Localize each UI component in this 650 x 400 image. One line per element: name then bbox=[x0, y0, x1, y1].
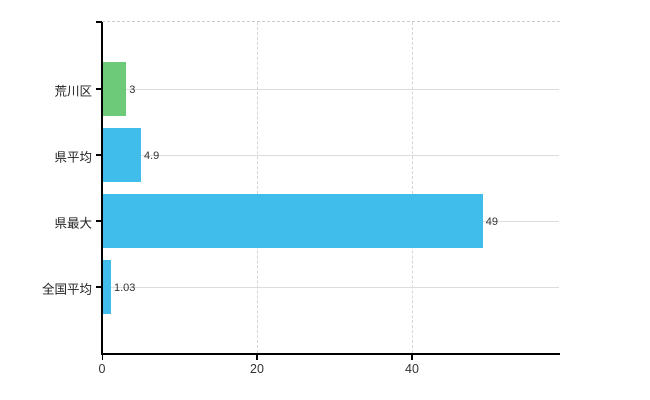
category-label: 荒川区 bbox=[54, 84, 92, 99]
category-label: 県最大 bbox=[54, 216, 92, 231]
y-axis-top-tick bbox=[96, 21, 102, 23]
y-axis-tick bbox=[96, 286, 102, 288]
y-gridline bbox=[104, 287, 559, 288]
x-axis bbox=[101, 353, 560, 355]
y-gridline bbox=[104, 155, 559, 156]
x-tick-label: 0 bbox=[98, 362, 106, 376]
x-gridline bbox=[411, 22, 413, 353]
bar-value-label: 3 bbox=[129, 84, 136, 96]
bar-県平均 bbox=[103, 128, 141, 182]
bar-value-label: 49 bbox=[485, 216, 498, 228]
bar-value-label: 1.03 bbox=[113, 282, 136, 294]
x-axis-tick bbox=[256, 355, 258, 360]
x-axis-tick bbox=[411, 355, 413, 360]
bar-県最大 bbox=[103, 194, 483, 248]
x-gridline bbox=[256, 22, 258, 353]
category-label: 全国平均 bbox=[41, 282, 92, 297]
x-tick-label: 40 bbox=[405, 362, 419, 376]
category-label: 県平均 bbox=[54, 150, 92, 165]
bar-value-label: 4.9 bbox=[143, 150, 160, 162]
y-axis-tick bbox=[96, 88, 102, 90]
y-gridline bbox=[104, 89, 559, 90]
bar-全国平均 bbox=[103, 260, 111, 314]
x-tick-label: 20 bbox=[250, 362, 264, 376]
y-axis-tick bbox=[96, 220, 102, 222]
y-axis-tick bbox=[96, 154, 102, 156]
bar-荒川区 bbox=[103, 62, 127, 116]
y-axis bbox=[101, 22, 103, 355]
x-axis-tick bbox=[101, 355, 103, 360]
plot-top-border bbox=[102, 21, 560, 22]
